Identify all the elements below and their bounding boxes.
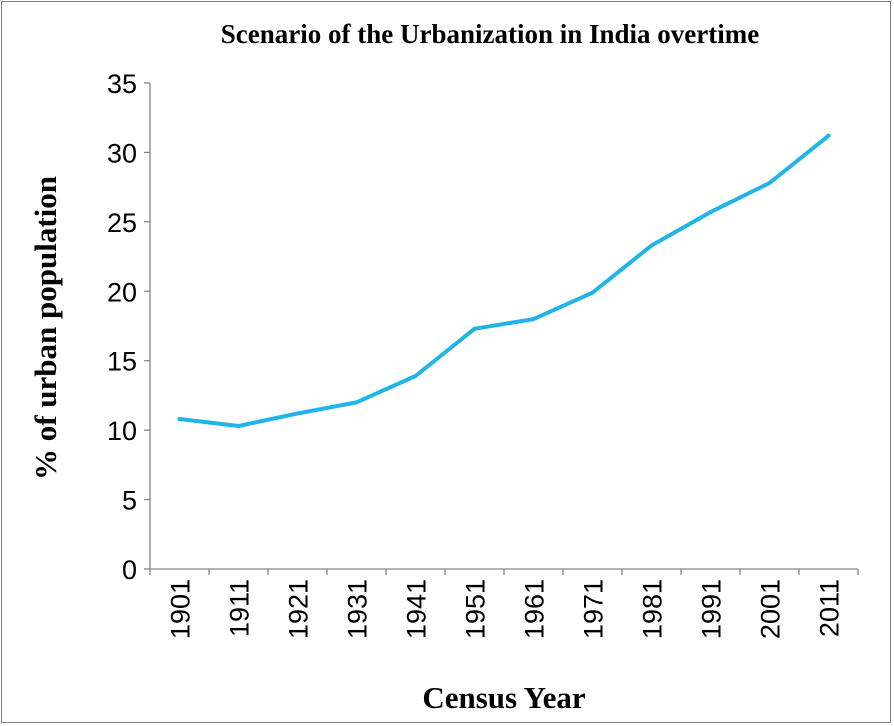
series-line <box>177 133 831 428</box>
y-tick-label: 25 <box>107 208 137 238</box>
x-tick-label: 2011 <box>815 579 845 637</box>
data-point <box>354 400 359 405</box>
x-tick-label: 2001 <box>756 579 786 639</box>
data-point <box>295 411 300 416</box>
y-tick-label: 10 <box>107 416 137 446</box>
x-tick-label: 1981 <box>638 579 668 639</box>
chart-title: Scenario of the Urbanization in India ov… <box>221 19 759 49</box>
x-tick-label: 1941 <box>402 579 432 639</box>
data-point <box>767 180 772 185</box>
x-tick-label: 1921 <box>284 579 314 639</box>
x-axis-title: Census Year <box>422 680 586 715</box>
data-point <box>649 243 654 248</box>
x-axis-ticks: 1901 1911 1921 1931 1941 1951 1961 1971 1981 1991… <box>149 569 859 639</box>
y-axis-title: % of urban population <box>28 176 63 480</box>
data-point <box>708 210 713 215</box>
series-layer <box>177 133 831 428</box>
x-tick-label: 1911 <box>225 579 255 637</box>
x-tick-label: 1991 <box>697 579 727 639</box>
data-point <box>413 373 418 378</box>
data-point <box>472 326 477 331</box>
data-point <box>590 290 595 295</box>
y-tick-label: 35 <box>107 69 137 99</box>
data-point <box>826 133 831 138</box>
x-tick-label: 1961 <box>520 579 550 639</box>
y-tick-label: 30 <box>107 138 137 168</box>
y-axis-ticks: 0 5 10 15 20 25 30 35 <box>107 69 150 585</box>
y-tick-label: 5 <box>122 486 137 516</box>
data-point <box>177 417 182 422</box>
data-point <box>531 317 536 322</box>
x-tick-label: 1931 <box>343 579 373 639</box>
x-tick-label: 1951 <box>461 579 491 639</box>
data-point <box>236 423 241 428</box>
y-tick-label: 20 <box>107 277 137 307</box>
x-tick-label: 1901 <box>166 579 196 639</box>
axes <box>149 83 858 570</box>
y-tick-label: 15 <box>107 347 137 377</box>
y-tick-label: 0 <box>122 555 137 585</box>
x-tick-label: 1971 <box>579 579 609 639</box>
